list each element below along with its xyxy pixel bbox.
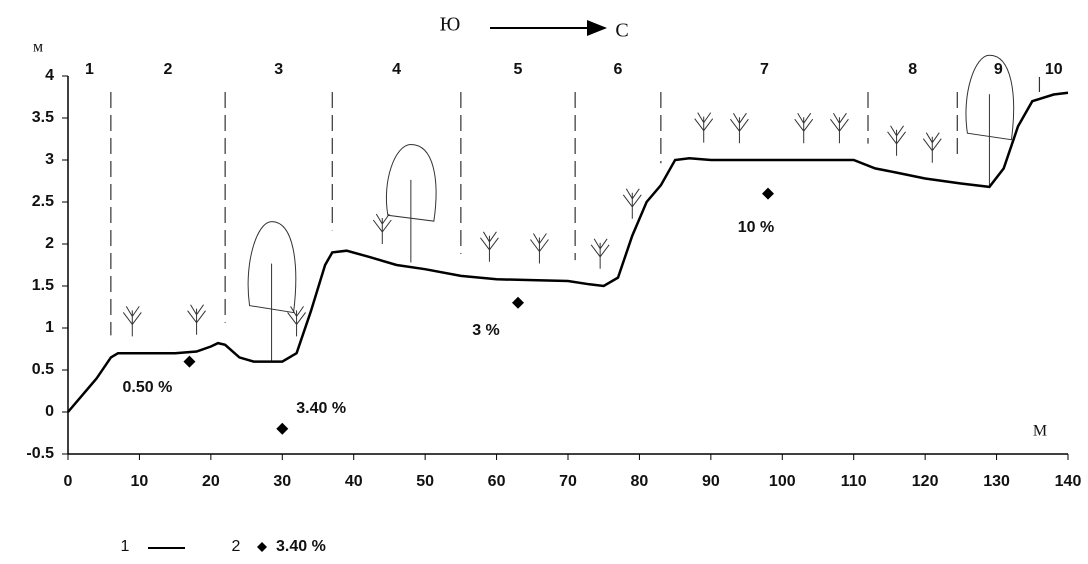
legend-sample-label: 3.40 % xyxy=(276,538,326,555)
shrub xyxy=(923,133,941,163)
zone-label: 8 xyxy=(908,61,917,78)
legend-label: 1 xyxy=(121,538,130,555)
x-tick-label: 40 xyxy=(345,473,363,490)
x-tick-label: 30 xyxy=(273,473,291,490)
y-tick-label: 3.5 xyxy=(32,109,54,126)
y-tick-label: 0.5 xyxy=(32,361,54,378)
slope-point xyxy=(762,188,774,200)
y-tick-label: 3 xyxy=(45,151,54,168)
profile-line xyxy=(68,93,1068,412)
x-tick-label: 70 xyxy=(559,473,577,490)
zone-label: 3 xyxy=(274,61,283,78)
point-label: 10 % xyxy=(738,219,774,236)
shrub xyxy=(480,232,498,262)
y-tick-label: 1.5 xyxy=(32,277,54,294)
point-label: 3.40 % xyxy=(296,400,346,417)
slope-point xyxy=(276,423,288,435)
shrub xyxy=(373,214,391,244)
zone-label: 5 xyxy=(514,61,523,78)
zone-label: 7 xyxy=(760,61,769,78)
zone-label: 9 xyxy=(994,61,1003,78)
x-tick-label: 60 xyxy=(488,473,506,490)
x-tick-label: 110 xyxy=(841,473,867,490)
y-tick-label: 2 xyxy=(45,235,54,252)
slope-point xyxy=(512,297,524,309)
x-tick-label: 0 xyxy=(64,473,73,490)
direction-to: С xyxy=(615,20,628,42)
y-tick-label: 2.5 xyxy=(32,193,54,210)
shrub xyxy=(188,305,206,335)
x-tick-label: 130 xyxy=(983,473,1010,490)
y-tick-label: 4 xyxy=(45,67,54,84)
shrub xyxy=(123,306,141,336)
slope-point xyxy=(183,356,195,368)
x-tick-label: 90 xyxy=(702,473,720,490)
legend-marker xyxy=(257,542,267,552)
shrub xyxy=(888,126,906,156)
shrub xyxy=(695,113,713,143)
x-tick-label: 20 xyxy=(202,473,220,490)
zone-label: 4 xyxy=(392,61,401,78)
chart: Ю С м М -0.500.511.522.533.5401020304050… xyxy=(0,0,1088,559)
zone-label: 1 xyxy=(85,61,94,78)
point-label: 3 % xyxy=(472,322,500,339)
x-tick-label: 120 xyxy=(912,473,939,490)
x-tick-label: 140 xyxy=(1055,473,1082,490)
x-tick-label: 50 xyxy=(416,473,434,490)
y-tick-label: 1 xyxy=(45,319,54,336)
x-tick-label: 10 xyxy=(131,473,149,490)
shrub xyxy=(623,189,641,219)
shrub xyxy=(830,113,848,143)
zone-label: 10 xyxy=(1045,61,1063,78)
y-axis-label: м xyxy=(33,39,43,56)
x-axis-label: М xyxy=(1033,423,1047,440)
x-tick-label: 100 xyxy=(769,473,796,490)
page: Ю С м М -0.500.511.522.533.5401020304050… xyxy=(0,0,1088,564)
legend-label: 2 xyxy=(232,538,241,555)
direction-from: Ю xyxy=(440,14,461,36)
point-label: 0.50 % xyxy=(123,379,173,396)
zone-label: 2 xyxy=(164,61,173,78)
y-tick-label: -0.5 xyxy=(26,445,54,462)
zone-label: 6 xyxy=(614,61,623,78)
shrub xyxy=(591,239,609,269)
shrub xyxy=(795,113,813,143)
y-tick-label: 0 xyxy=(45,403,54,420)
shrub xyxy=(730,113,748,143)
x-tick-label: 80 xyxy=(631,473,649,490)
shrub xyxy=(530,233,548,263)
